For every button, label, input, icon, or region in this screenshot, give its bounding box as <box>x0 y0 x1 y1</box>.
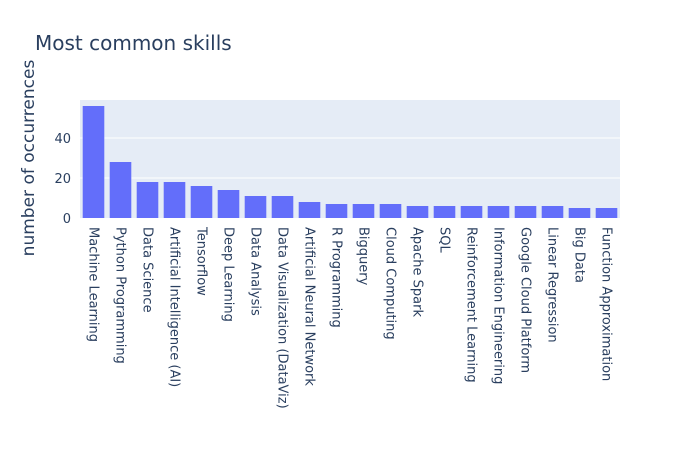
y-axis-label: number of occurrences <box>19 60 39 257</box>
bar <box>136 182 159 218</box>
x-tick-label: Tensorflow <box>194 226 209 296</box>
bar <box>352 204 375 218</box>
bar <box>271 196 294 218</box>
bar <box>217 190 240 218</box>
bar <box>433 206 456 218</box>
bar <box>298 202 321 218</box>
x-tick-label: Big Data <box>572 227 587 283</box>
plot-area <box>80 100 620 218</box>
bar <box>568 208 591 218</box>
bars <box>82 106 618 218</box>
y-axis-ticks: 0 20 40 <box>54 132 71 227</box>
bar <box>406 206 429 218</box>
x-tick-label: Deep Learning <box>221 227 236 322</box>
bar <box>82 106 105 218</box>
y-tick-label: 0 <box>63 212 71 227</box>
bar <box>487 206 510 218</box>
gridlines <box>80 137 620 179</box>
bar <box>190 186 213 218</box>
x-tick-label: Data Analysis <box>248 227 263 316</box>
x-axis-ticks: Machine Learning Python Programming Data S… <box>86 226 614 409</box>
x-tick-label: Bigquery <box>356 227 371 286</box>
x-tick-label: Reinforcement Learning <box>464 227 479 383</box>
bar <box>109 162 132 218</box>
x-tick-label: Apache Spark <box>410 227 425 317</box>
x-tick-label: Artificial Neural Network <box>302 227 317 386</box>
chart-title: Most common skills <box>35 31 232 55</box>
x-tick-label: Machine Learning <box>86 227 101 342</box>
bar <box>595 208 618 218</box>
bar <box>163 182 186 218</box>
x-tick-label: Data Science <box>140 227 155 313</box>
x-tick-label: Artificial Intelligence (AI) <box>167 227 182 387</box>
y-tick-label: 20 <box>54 172 71 187</box>
bar <box>514 206 537 218</box>
x-tick-label: Cloud Computing <box>383 227 398 340</box>
x-tick-label: Python Programming <box>113 227 128 364</box>
bar <box>541 206 564 218</box>
x-tick-label: Linear Regression <box>545 227 560 343</box>
y-tick-label: 40 <box>54 132 71 147</box>
x-tick-label: Information Engineering <box>491 227 506 384</box>
x-tick-label: R Programming <box>329 227 344 328</box>
x-tick-label: Google Cloud Platform <box>518 227 533 373</box>
x-tick-label: Function Approximation <box>599 227 614 381</box>
bar <box>244 196 267 218</box>
bar <box>325 204 348 218</box>
x-tick-label: Data Visualization (DataViz) <box>275 227 290 409</box>
bar <box>379 204 402 218</box>
x-tick-label: SQL <box>437 227 452 253</box>
bar <box>460 206 483 218</box>
